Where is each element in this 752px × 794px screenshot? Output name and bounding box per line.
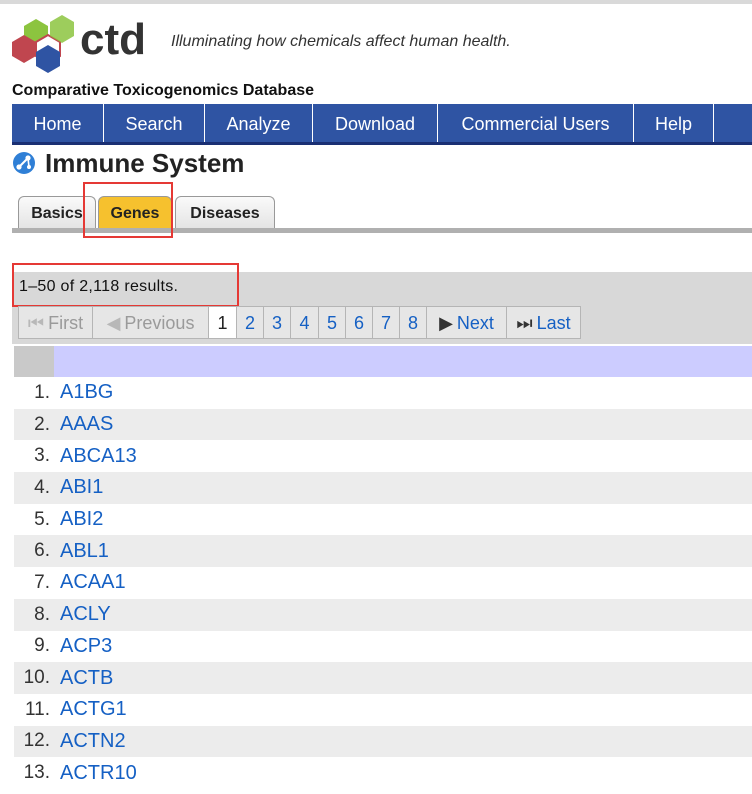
previous-icon: ◀ — [106, 313, 121, 333]
gene-link[interactable]: ABL1 — [60, 539, 109, 562]
nav-analyze[interactable]: Analyze — [205, 104, 313, 142]
pager-page-7[interactable]: 7 — [373, 306, 400, 339]
table-row: 4. ABI1 — [14, 472, 752, 504]
pager-last[interactable]: ⏭ Last — [507, 306, 581, 339]
gene-link[interactable]: A1BG — [60, 381, 114, 404]
gene-link[interactable]: ACP3 — [60, 634, 113, 657]
row-number: 11. — [24, 698, 50, 720]
gene-link[interactable]: ACTG1 — [60, 698, 127, 721]
table-row: 1. A1BG — [14, 377, 752, 409]
results-count: 1–50 of 2,118 results. — [19, 278, 179, 295]
top-border — [0, 0, 752, 4]
nav-home[interactable]: Home — [12, 104, 104, 142]
pager-previous-label: Previous — [124, 313, 195, 333]
row-number: 4. — [34, 476, 50, 498]
header-gene-cell — [54, 346, 752, 377]
row-number: 7. — [34, 571, 50, 593]
row-number: 6. — [34, 540, 50, 562]
row-number: 8. — [34, 603, 50, 625]
tabs-underline — [12, 228, 752, 233]
table-row: 9. ACP3 — [14, 630, 752, 663]
gene-link[interactable]: ABI2 — [60, 508, 104, 531]
gene-link[interactable]: AAAS — [60, 413, 114, 436]
row-number: 2. — [34, 413, 50, 435]
next-icon: ▶ — [439, 313, 453, 333]
gene-link[interactable]: ACTB — [60, 666, 114, 689]
row-number: 5. — [34, 508, 50, 530]
tab-diseases[interactable]: Diseases — [175, 196, 275, 228]
row-number: 9. — [34, 635, 50, 657]
pager-page-6[interactable]: 6 — [346, 306, 373, 339]
row-number: 12. — [23, 730, 50, 752]
pager-first-label: First — [48, 313, 84, 333]
gene-link[interactable]: ACTR10 — [60, 761, 137, 784]
ctd-logo-icon[interactable] — [10, 12, 78, 78]
pager-previous[interactable]: ◀ Previous — [93, 306, 209, 339]
row-number: 10. — [23, 667, 50, 689]
table-row: 13. ACTR10 — [14, 757, 752, 789]
tagline: Illuminating how chemicals affect human … — [171, 33, 511, 50]
pager-last-label: Last — [536, 313, 571, 333]
pager-page-3[interactable]: 3 — [264, 306, 291, 339]
main-nav: Home Search Analyze Download Commercial … — [12, 104, 752, 145]
pager-page-8[interactable]: 8 — [400, 306, 427, 339]
pager-page-5[interactable]: 5 — [319, 306, 346, 339]
table-header — [14, 346, 752, 377]
header-number-cell — [14, 346, 54, 377]
row-number: 1. — [34, 381, 50, 403]
nav-commercial-users[interactable]: Commercial Users — [438, 104, 634, 142]
pager-page-2[interactable]: 2 — [237, 306, 264, 339]
nav-help[interactable]: Help — [634, 104, 714, 142]
row-number: 13. — [23, 762, 50, 784]
page-title: Immune System — [45, 148, 245, 178]
nav-download[interactable]: Download — [313, 104, 438, 142]
pager-page-4[interactable]: 4 — [291, 306, 319, 339]
table-row: 2. AAAS — [14, 408, 752, 441]
table-row: 5. ABI2 — [14, 503, 752, 536]
pager-first[interactable]: ⏮ First — [18, 306, 93, 339]
results-highlight-box — [12, 263, 239, 307]
pager-next[interactable]: ▶ Next — [427, 306, 507, 339]
table-row: 11. ACTG1 — [14, 693, 752, 726]
gene-link[interactable]: ABCA13 — [60, 444, 137, 467]
ctd-logo-text[interactable]: ctd — [80, 15, 146, 64]
table-row: 12. ACTN2 — [14, 725, 752, 758]
last-page-icon: ⏭ — [516, 313, 533, 333]
gene-link[interactable]: ACAA1 — [60, 571, 126, 594]
gene-link[interactable]: ACLY — [60, 603, 111, 626]
genes-table: 1. A1BG 2. AAAS 3. ABCA13 4. ABI1 5. ABI2 6. ABL1 7.… — [14, 346, 752, 789]
table-row: 10. ACTB — [14, 662, 752, 694]
tab-highlight-box — [83, 182, 173, 238]
gene-link[interactable]: ACTN2 — [60, 729, 126, 752]
pager-page-1[interactable]: 1 — [209, 306, 237, 339]
table-row: 7. ACAA1 — [14, 567, 752, 599]
table-row: 8. ACLY — [14, 598, 752, 631]
pager-next-label: Next — [456, 313, 494, 333]
gene-link[interactable]: ABI1 — [60, 476, 104, 499]
table-row: 6. ABL1 — [14, 535, 752, 568]
table-body: 1. A1BG 2. AAAS 3. ABCA13 4. ABI1 5. ABI2 6. ABL1 7.… — [14, 377, 752, 789]
table-row: 3. ABCA13 — [14, 440, 752, 473]
pagination: ⏮ First ◀ Previous 1 2 3 4 5 6 7 8 ▶ Next ⏭… — [18, 306, 581, 339]
first-page-icon: ⏮ — [27, 313, 45, 333]
database-name: Comparative Toxicogenomics Database — [12, 82, 315, 99]
network-icon — [13, 152, 35, 174]
nav-search[interactable]: Search — [104, 104, 205, 142]
row-number: 3. — [34, 445, 50, 467]
